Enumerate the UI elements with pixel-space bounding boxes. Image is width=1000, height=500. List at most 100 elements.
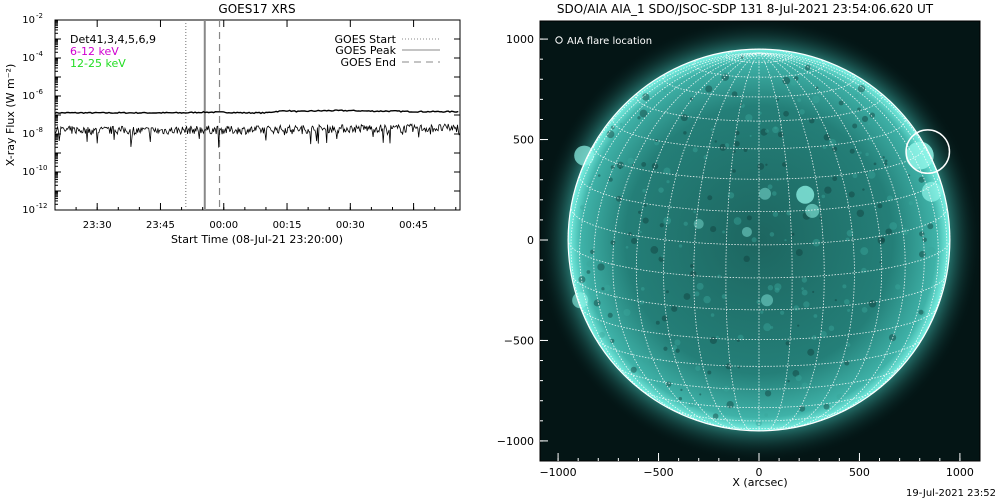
disk-texture-dot (772, 211, 779, 217)
disk-texture-dot (719, 143, 727, 151)
disk-texture-dot (798, 405, 806, 412)
disk-texture-dot (619, 167, 622, 170)
aia-legend: AIA flare location (555, 36, 652, 47)
disk-texture-dot (801, 287, 804, 290)
disk-texture-dot (640, 287, 645, 291)
disk-texture-dot (680, 388, 683, 392)
disk-texture-dot (720, 69, 727, 77)
disk-texture-dot (658, 187, 664, 193)
disk-texture-dot (849, 148, 855, 154)
disk-texture-dot (919, 231, 925, 237)
bright-region (741, 226, 752, 237)
grid-line (593, 52, 760, 419)
grid-line (635, 91, 883, 122)
disk-texture-dot (764, 390, 772, 397)
disk-texture-dot (639, 230, 642, 234)
disk-texture-dot (705, 85, 713, 93)
grid-line (725, 48, 793, 63)
disk-texture-dot (749, 134, 752, 137)
disk-texture-dot (709, 336, 718, 345)
disk-texture-dot (842, 284, 847, 289)
disk-texture-dot (884, 159, 888, 163)
disk-texture-dot (856, 209, 865, 218)
y-tick-label: 10 (22, 15, 35, 26)
goes-series-group (55, 109, 460, 148)
disk-texture-dot (695, 365, 701, 371)
x-tick-label: 00:30 (336, 220, 365, 231)
disk-texture-dot (804, 64, 811, 71)
disk-texture-dot (737, 334, 744, 341)
grid-line (579, 173, 939, 212)
disk-texture-dot (861, 115, 869, 123)
legend-goes-peak: GOES Peak (335, 44, 396, 57)
disk-texture-dot (663, 167, 671, 175)
disk-texture-dot (707, 370, 712, 375)
disk-texture-dot (661, 315, 668, 322)
grid-line (725, 52, 760, 432)
disk-texture-dot (597, 263, 605, 271)
disk-texture-dot (758, 122, 762, 125)
disk-texture-dot (712, 413, 719, 420)
y-tick-label: −500 (504, 334, 534, 347)
y-tick-label: 10 (22, 91, 35, 102)
flare-location-circle (905, 129, 951, 175)
disk-texture-dot (699, 393, 702, 396)
disk-texture-dot (836, 393, 843, 400)
disk-texture-dot (630, 366, 637, 373)
grid-line (693, 52, 760, 431)
y-tick-exponent: -2 (36, 12, 43, 20)
disk-texture-dot (792, 369, 800, 377)
disk-texture-dot (733, 217, 742, 225)
x-tick-label: 500 (849, 466, 870, 479)
disk-texture-dot (642, 354, 650, 363)
grid-line (758, 52, 793, 432)
x-tick-label: 23:30 (83, 220, 112, 231)
disk-texture-dot (637, 116, 641, 120)
y-tick-exponent: -12 (36, 202, 47, 210)
disk-texture-dot (601, 287, 605, 291)
disk-texture-dot (689, 97, 694, 101)
disk-texture-dot (770, 326, 774, 329)
disk-texture-dot (598, 331, 605, 338)
disk-texture-dot (927, 246, 936, 255)
disk-texture-dot (688, 401, 695, 408)
disk-texture-dot (794, 76, 799, 81)
disk-texture-dot (795, 374, 802, 382)
disk-texture-dot (642, 188, 646, 193)
disk-texture-dot (732, 169, 736, 173)
disk-texture-dot (644, 204, 647, 207)
disk-texture-dot (801, 382, 809, 390)
disk-texture-dot (692, 147, 698, 153)
disk-texture-dot (607, 312, 613, 318)
disk-texture-dot (639, 109, 648, 118)
disk-texture-dot (753, 75, 757, 79)
disk-texture-dot (877, 236, 886, 245)
disk-texture-dot (860, 247, 869, 256)
disk-texture-dot (815, 86, 819, 90)
disk-texture-dot (665, 381, 672, 387)
disk-texture-dot (710, 313, 715, 317)
y-tick-exponent: -4 (36, 50, 44, 58)
disk-texture-dot (635, 365, 641, 371)
disk-texture-dot (824, 186, 832, 194)
x-tick-label: −500 (643, 466, 673, 479)
grid-line (758, 52, 925, 419)
goes-channel-legend: Det41,3,4,5,6,9 6-12 keV 12-25 keV (70, 33, 156, 70)
grid-line (663, 52, 760, 430)
disk-texture-dot (865, 152, 869, 157)
disk-texture-dot (795, 249, 803, 256)
disk-texture-dot (755, 420, 762, 427)
x-tick-label: 00:45 (399, 220, 428, 231)
disk-texture-dot (616, 161, 624, 169)
disk-texture-dot (901, 228, 909, 236)
disk-texture-dot (786, 210, 792, 216)
disk-texture-dot (671, 305, 678, 312)
disk-texture-dot (665, 290, 669, 294)
disk-texture-dot (889, 222, 898, 230)
disk-texture-dot (812, 95, 820, 104)
disk-texture-dot (610, 338, 615, 344)
disk-texture-dot (707, 195, 713, 201)
grid-line (758, 52, 883, 429)
disk-texture-dot (672, 345, 678, 350)
